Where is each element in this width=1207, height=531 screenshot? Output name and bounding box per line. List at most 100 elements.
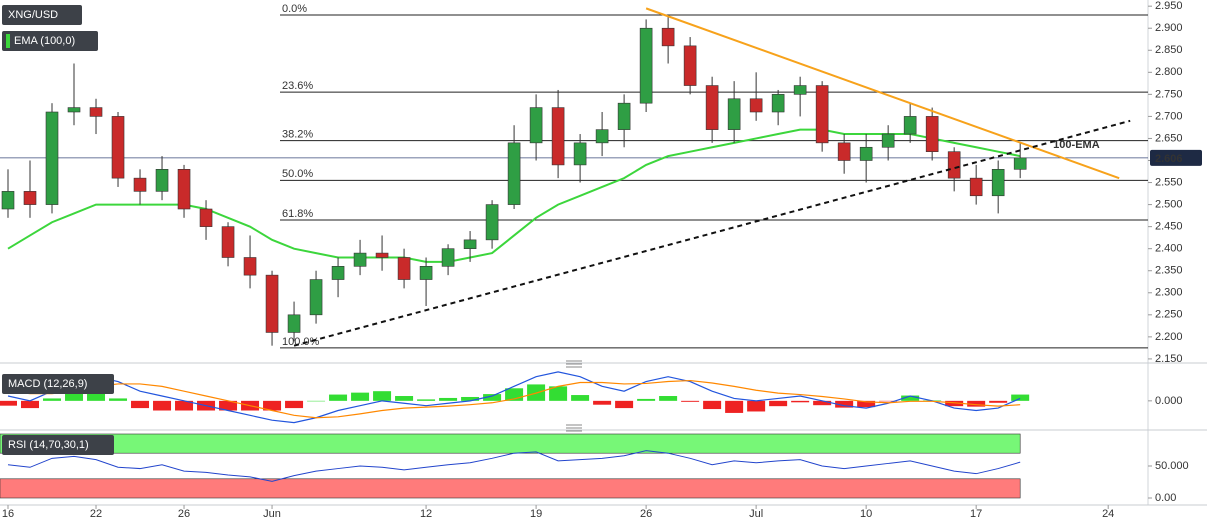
x-tick-label: 26	[178, 508, 190, 520]
candle-body	[23, 191, 37, 205]
x-tick-label: 17	[970, 508, 982, 520]
macd-histogram-bar	[615, 400, 634, 409]
macd-histogram-bar	[109, 398, 128, 401]
rsi-band	[0, 478, 1021, 499]
candle-body	[287, 314, 301, 333]
y-tick-label: 2.750	[1155, 88, 1183, 100]
candle-body	[265, 274, 279, 333]
candle-body	[683, 45, 697, 86]
symbol-title: XNG/USD	[8, 9, 58, 21]
y-tick-label: 2.300	[1155, 287, 1183, 299]
macd-histogram-bar	[571, 395, 590, 401]
y-tick-label: 2.650	[1155, 132, 1183, 144]
macd-histogram-bar	[967, 400, 986, 407]
candle-body	[375, 252, 389, 258]
macd-histogram-bar	[769, 400, 788, 407]
macd-histogram-bar	[131, 400, 150, 409]
candle-body	[617, 102, 631, 130]
macd-histogram-bar	[725, 400, 744, 413]
candle-body	[309, 279, 323, 316]
x-tick-label: 10	[860, 508, 872, 520]
y-tick-label: 2.400	[1155, 243, 1183, 255]
macd-histogram-bar	[747, 400, 766, 412]
resize-handle[interactable]	[566, 424, 582, 432]
macd-histogram-bar	[43, 398, 62, 401]
candle-body	[771, 94, 785, 113]
y-tick-label: 2.800	[1155, 66, 1183, 78]
macd-histogram-bar	[483, 394, 502, 401]
rsi-title: RSI (14,70,30,1)	[8, 439, 89, 451]
candle-body	[727, 98, 741, 130]
y-tick-label: 50.000	[1155, 460, 1189, 472]
macd-histogram-bar	[461, 396, 480, 401]
candle-body	[221, 226, 235, 258]
candle-body	[397, 257, 411, 280]
candle-body	[573, 142, 587, 166]
candle-body	[815, 85, 829, 144]
macd-line	[7, 371, 1021, 424]
candle-body	[639, 27, 653, 104]
y-tick-label: 0.000	[1155, 395, 1183, 407]
macd-histogram-bar	[373, 391, 392, 401]
candle-body	[947, 151, 961, 179]
candle-body	[595, 129, 609, 144]
y-tick-label: 2.500	[1155, 198, 1183, 210]
y-tick-label: 2.850	[1155, 44, 1183, 56]
ema-annotation: 100-EMA	[1053, 139, 1100, 151]
macd-histogram-bar	[549, 386, 568, 401]
fib-label: 100.0%	[282, 336, 320, 348]
candle-body	[859, 146, 873, 161]
resize-handle[interactable]	[566, 360, 582, 368]
macd-histogram-bar	[21, 400, 40, 409]
macd-histogram-bar	[835, 400, 854, 408]
candle-body	[155, 169, 169, 192]
x-tick-label: Jun	[263, 508, 281, 520]
macd-histogram-bar	[593, 400, 612, 405]
candle-body	[1013, 157, 1027, 170]
candle-body	[89, 107, 103, 117]
fib-label: 61.8%	[282, 208, 313, 220]
fib-label: 50.0%	[282, 168, 313, 180]
candle-body	[705, 85, 719, 130]
candle-body	[991, 169, 1005, 197]
candle-body	[331, 266, 345, 280]
macd-histogram-bar	[813, 400, 832, 406]
macd-histogram-bar	[703, 400, 722, 410]
x-tick-label: 19	[530, 508, 542, 520]
rsi-legend-box	[2, 435, 114, 455]
candle-body	[463, 239, 477, 249]
y-tick-label: 2.950	[1155, 0, 1183, 12]
candle-body	[925, 116, 939, 152]
macd-histogram-bar	[791, 400, 810, 403]
macd-histogram-bar	[901, 395, 920, 401]
macd-histogram-bar	[417, 399, 436, 401]
ema-legend-label: EMA (100,0)	[14, 35, 75, 47]
candle-body	[749, 98, 763, 113]
candle-body	[67, 107, 81, 113]
y-tick-label: 2.900	[1155, 22, 1183, 34]
x-tick-label: 26	[640, 508, 652, 520]
y-tick-label: 2.700	[1155, 110, 1183, 122]
candle-body	[353, 252, 367, 267]
y-tick-label: 2.550	[1155, 176, 1183, 188]
candle-body	[441, 248, 455, 267]
y-tick-label: 2.350	[1155, 265, 1183, 277]
candle-body	[837, 142, 851, 161]
macd-histogram-bar	[989, 400, 1008, 403]
macd-histogram-bar	[329, 394, 348, 401]
candle-body	[133, 177, 147, 192]
candle-body	[551, 107, 565, 166]
rsi-band	[0, 433, 1021, 454]
y-tick-label: 2.200	[1155, 331, 1183, 343]
candle-body	[419, 266, 433, 280]
macd-histogram-bar	[175, 400, 194, 411]
symbol-box	[2, 5, 82, 25]
macd-histogram-bar	[153, 400, 172, 411]
rsi-line	[7, 450, 1021, 482]
macd-histogram-bar	[681, 400, 700, 402]
macd-histogram-bar	[0, 400, 18, 406]
x-tick-label: 22	[90, 508, 102, 520]
ema-legend-swatch	[6, 34, 10, 48]
macd-histogram-bar	[945, 400, 964, 407]
